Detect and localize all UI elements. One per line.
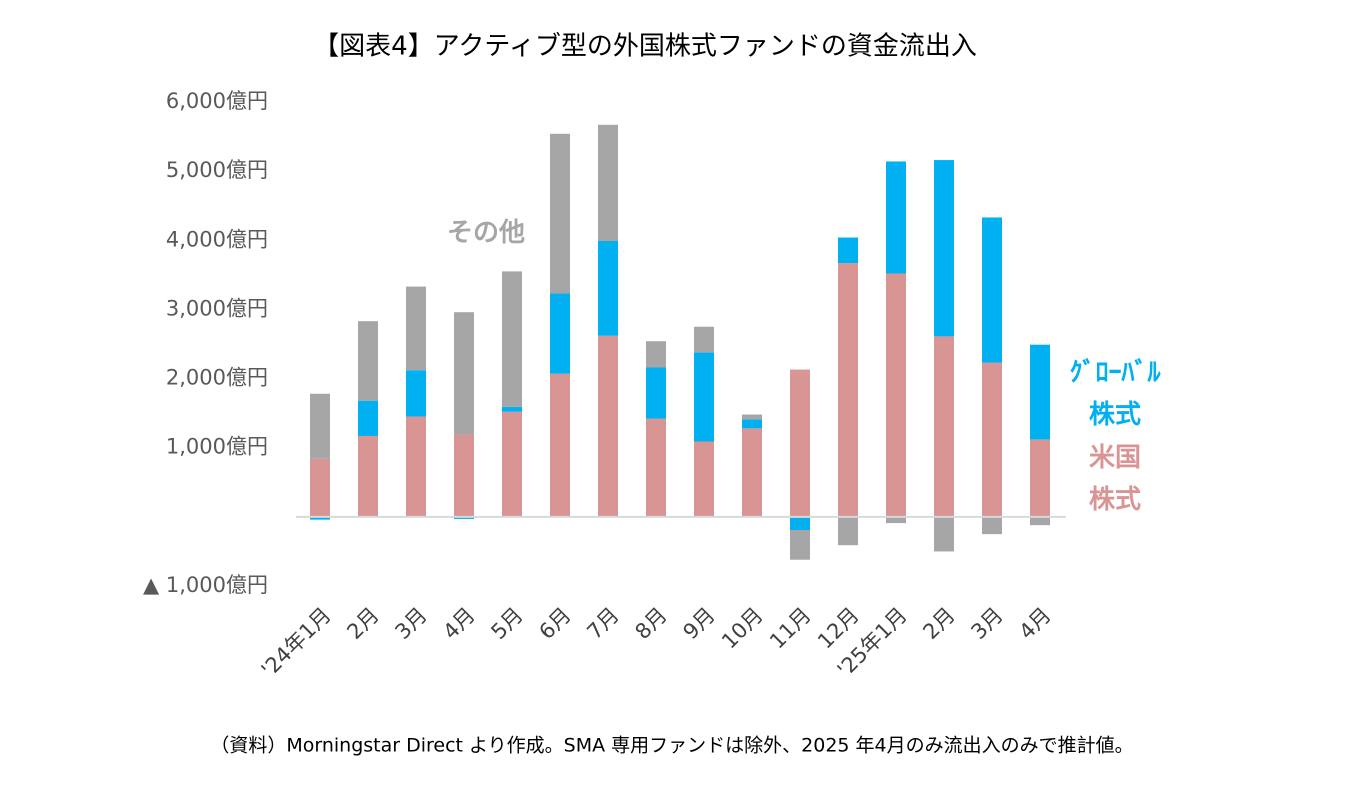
x-tick-label: 9月 [679,603,720,644]
bar [310,393,330,459]
bar [406,370,426,417]
bar [406,416,426,517]
y-tick-label: 3,000億円 [166,296,268,320]
bar [838,263,858,517]
y-tick-label: ▲ 1,000億円 [143,573,268,597]
bar [598,335,618,517]
bar [982,217,1002,363]
bar [502,406,522,412]
bar [790,516,810,530]
bar [838,516,858,546]
bar [790,529,810,560]
bar [934,160,954,337]
bar [550,373,570,517]
bar [646,341,666,368]
bar [694,326,714,353]
y-tick-label: 4,000億円 [166,227,268,251]
x-tick-label: 4月 [1015,603,1056,644]
bar [982,516,1002,535]
bar [406,286,426,371]
x-tick-label: 3月 [391,603,432,644]
bar [454,312,474,435]
bar [454,434,474,517]
bar [358,435,378,517]
bar [454,516,474,519]
bar [310,516,330,520]
x-tick-label: '24年1月 [257,603,336,682]
bar [358,321,378,401]
bar [886,161,906,274]
bar [934,336,954,517]
bar [982,362,1002,517]
bar [646,418,666,517]
x-tick-label: 6月 [535,603,576,644]
y-tick-label: 2,000億円 [166,366,268,390]
legend-label: その他 [446,218,526,248]
x-tick-label: 3月 [967,603,1008,644]
bar [598,240,618,336]
note: （資料）Morningstar Direct より作成。SMA 専用ファンドは除… [210,735,1133,757]
bar [598,124,618,241]
bar [886,273,906,517]
x-tick-label: 8月 [631,603,672,644]
bar [742,428,762,517]
bar [694,352,714,442]
bar [1030,516,1050,526]
bar [838,237,858,264]
x-tick-label: 2月 [343,603,384,644]
bar [502,271,522,407]
bar [502,411,522,517]
bar [934,516,954,552]
legend-label: ｸﾞﾛｰﾊﾞﾙ 株式 [1069,358,1161,430]
x-tick-label: 5月 [487,603,528,644]
bar [886,516,906,524]
bar [550,133,570,294]
y-tick-label: 1,000億円 [166,435,268,459]
legend-label: 米国 株式 [1088,443,1142,515]
x-tick-label: 4月 [439,603,480,644]
x-tick-label: 10月 [717,603,768,654]
bar [742,414,762,420]
bar [694,441,714,517]
y-tick-label: 6,000億円 [166,89,268,113]
bar [310,458,330,517]
bar [550,293,570,374]
chart-title: 【図表4】アクティブ型の外国株式ファンドの資金流出入 [313,32,977,62]
y-tick-label: 5,000億円 [166,158,268,182]
bar [742,419,762,429]
bar [358,400,378,436]
x-tick-label: 11月 [765,603,816,654]
x-tick-label: 2月 [919,603,960,644]
bar [646,367,666,419]
x-tick-label: 7月 [583,603,624,644]
bar [1030,439,1050,517]
bar [790,369,810,517]
bar [1030,344,1050,440]
